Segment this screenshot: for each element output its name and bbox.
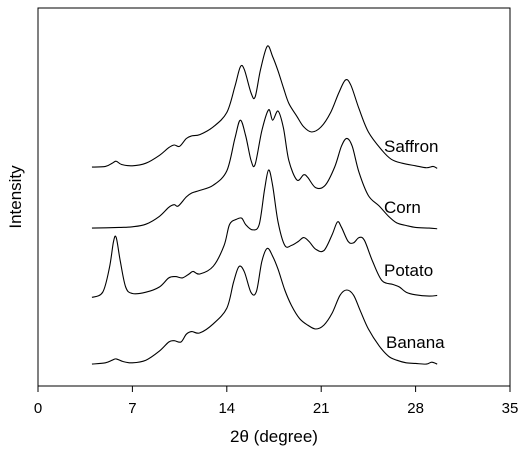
- x-tick-label: 35: [502, 400, 519, 417]
- x-tick-label: 14: [218, 400, 235, 417]
- series-label-banana: Banana: [386, 333, 445, 352]
- x-axis-ticks: [37, 386, 511, 392]
- series-line-potato: [91, 169, 438, 298]
- series-label-saffron: Saffron: [384, 137, 439, 156]
- series-group: [91, 45, 438, 365]
- x-tick-label: 0: [34, 400, 42, 417]
- series-labels: Saffron Corn Potato Banana: [384, 137, 445, 352]
- x-tick-label: 28: [407, 400, 424, 417]
- x-tick-label: 7: [128, 400, 136, 417]
- series-label-corn: Corn: [384, 198, 421, 217]
- x-axis-title: 2θ (degree): [230, 427, 318, 446]
- x-tick-label: 21: [313, 400, 330, 417]
- series-label-potato: Potato: [384, 261, 433, 280]
- x-axis-tick-labels: 0 7 14 21 28 35: [34, 400, 519, 417]
- y-axis-title: Intensity: [6, 165, 25, 229]
- series-line-saffron: [91, 45, 438, 169]
- series-line-banana: [91, 247, 438, 365]
- series-line-corn: [91, 109, 438, 230]
- plot-frame: [37, 7, 511, 387]
